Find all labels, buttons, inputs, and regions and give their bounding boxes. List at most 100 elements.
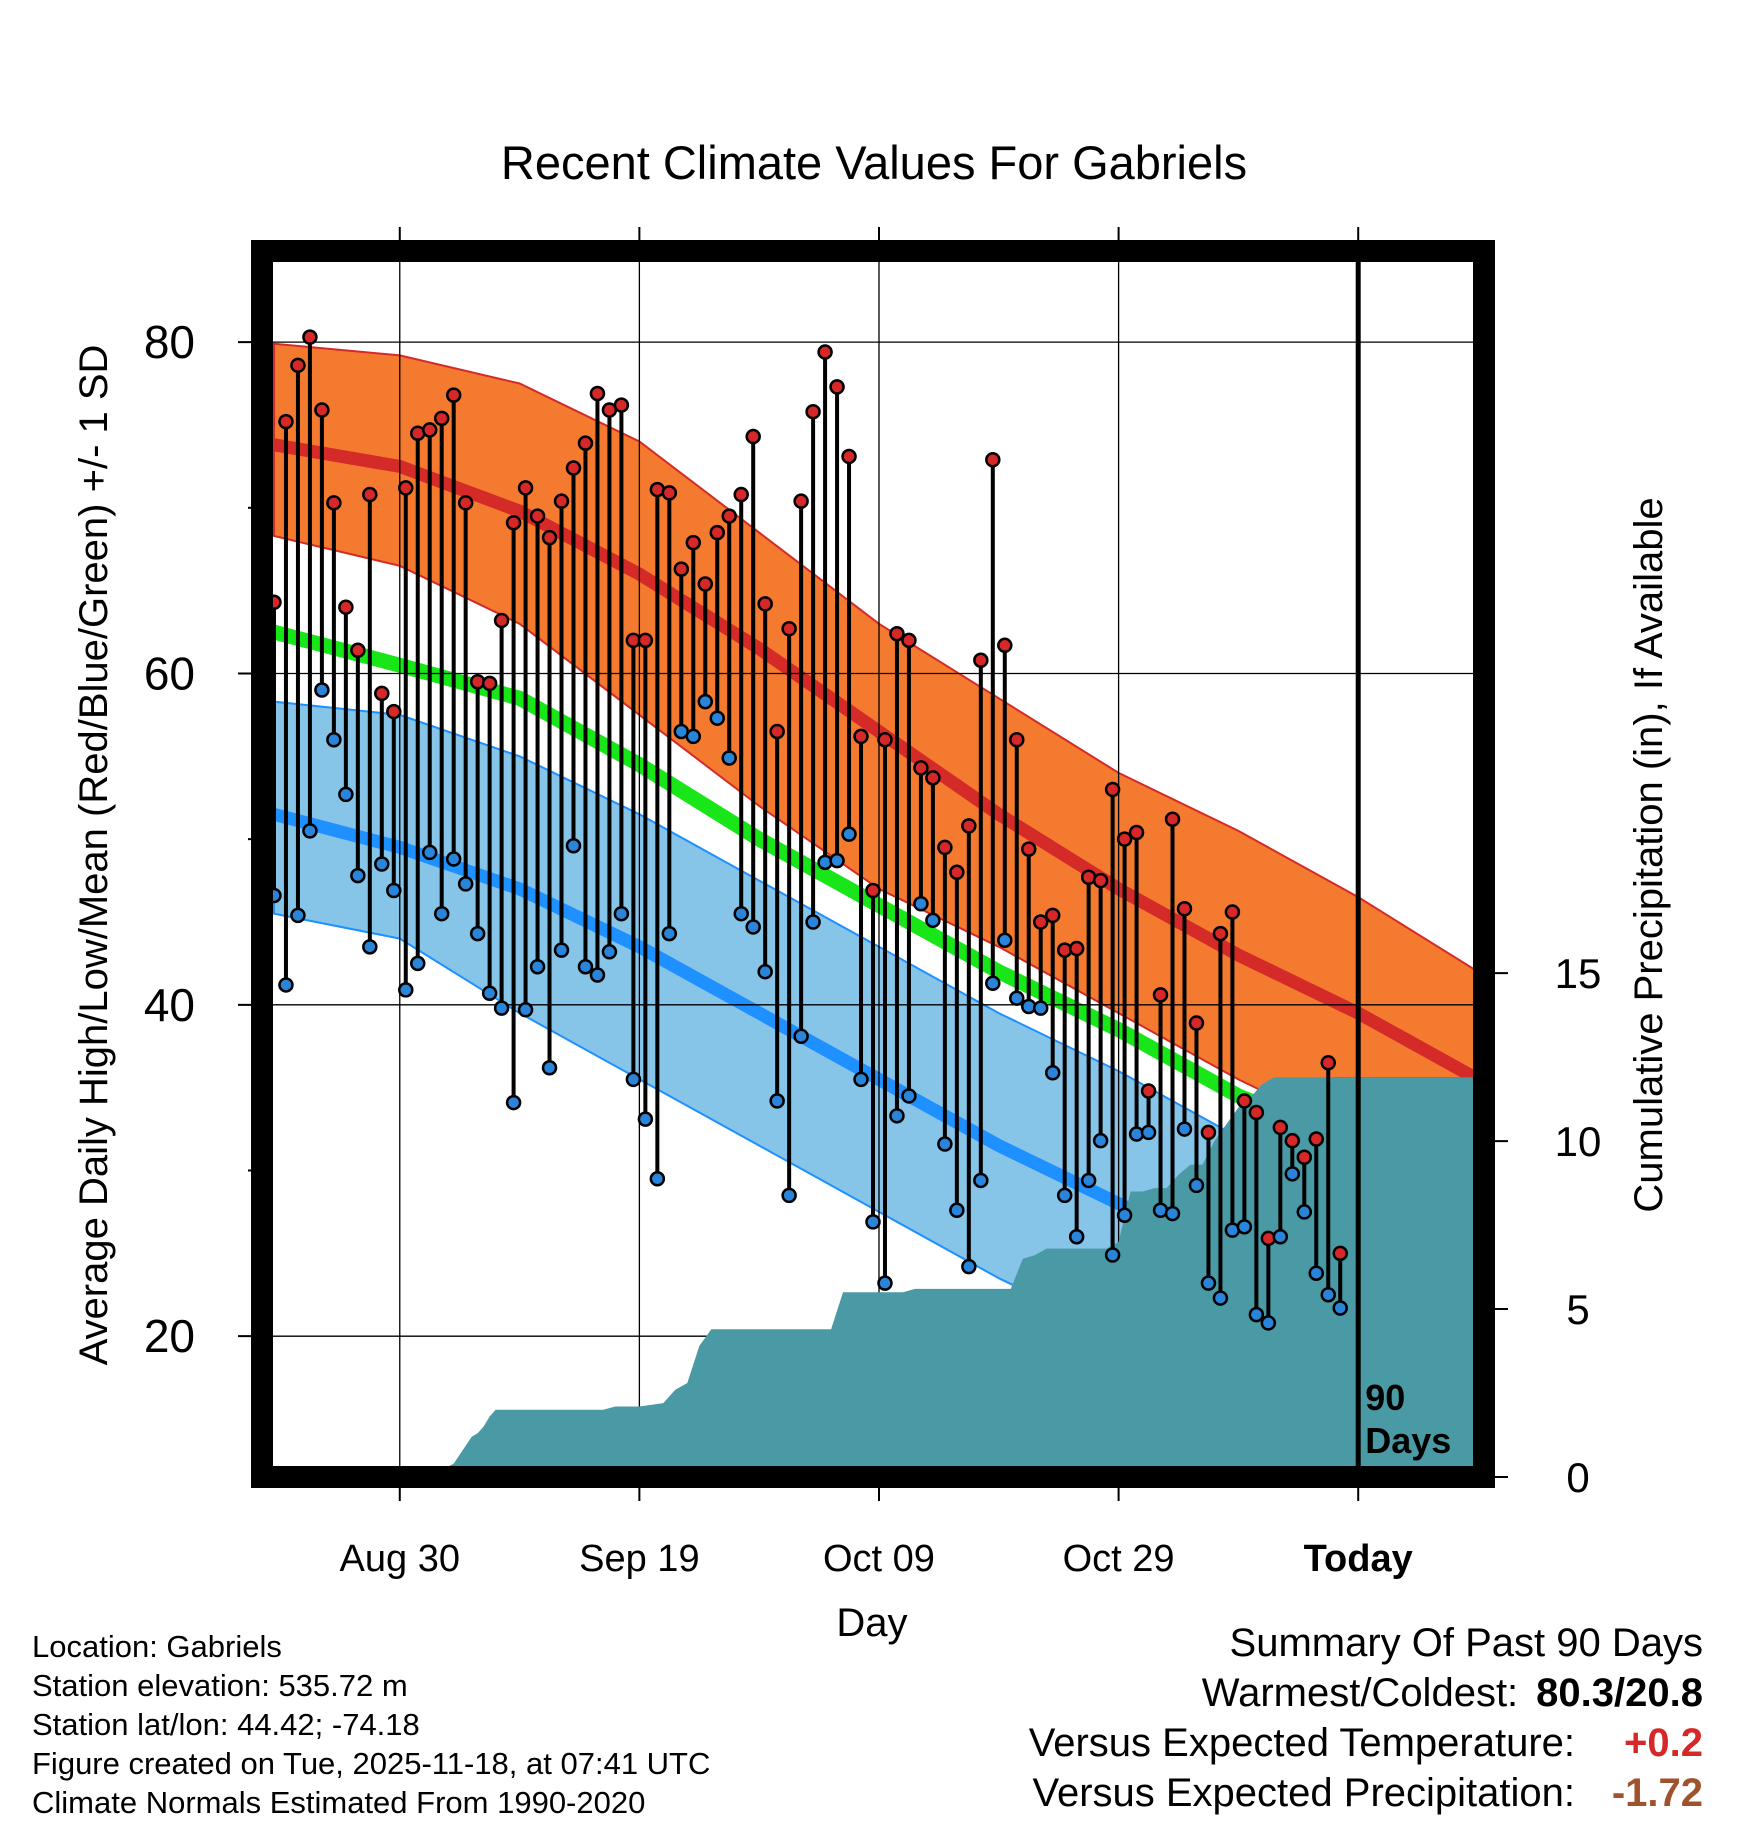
daily-low-point — [421, 844, 438, 861]
x-tick-label: Sep 19 — [579, 1538, 699, 1580]
daily-low-point — [565, 838, 582, 854]
daily-low-point — [314, 682, 330, 698]
daily-low-point — [793, 1028, 809, 1045]
daily-low-point — [1236, 1219, 1253, 1235]
daily-high-point — [589, 385, 606, 402]
daily-low-point — [1248, 1306, 1265, 1323]
daily-low-point — [529, 958, 546, 975]
chart-title: Recent Climate Values For Gabriels — [501, 136, 1247, 189]
daily-high-point — [1104, 781, 1121, 798]
daily-low-point — [1176, 1121, 1193, 1137]
daily-high-point — [889, 625, 905, 642]
daily-low-point — [721, 750, 737, 766]
daily-low-point — [278, 977, 294, 993]
daily-high-point — [421, 422, 438, 438]
daily-low-point — [290, 907, 306, 924]
x-tick-label: Aug 30 — [340, 1538, 460, 1580]
x-tick-label: Today — [1304, 1538, 1413, 1580]
daily-high-point — [1200, 1124, 1217, 1141]
daily-low-point — [685, 728, 702, 745]
daily-high-point — [1212, 925, 1229, 942]
daily-low-point — [613, 905, 630, 922]
latlon-text: Station lat/lon: 44.42; -74.18 — [32, 1707, 420, 1742]
daily-low-point — [1116, 1207, 1133, 1223]
daily-low-point — [937, 1136, 953, 1152]
daily-high-point — [745, 428, 761, 445]
daily-low-point — [577, 958, 594, 975]
created-text: Figure created on Tue, 2025-11-18, at 07… — [32, 1746, 711, 1781]
daily-high-point — [661, 485, 678, 501]
daily-high-point — [577, 435, 594, 451]
elevation-text: Station elevation: 535.72 m — [32, 1668, 408, 1703]
daily-high-point — [338, 599, 354, 615]
daily-high-point — [901, 632, 917, 649]
daily-low-point — [1009, 990, 1025, 1006]
daily-high-point — [553, 493, 570, 509]
daily-high-point — [1020, 841, 1037, 857]
daily-high-point — [1224, 904, 1241, 920]
daily-high-point — [1068, 940, 1085, 957]
daily-high-point — [865, 882, 881, 899]
daily-low-point — [302, 823, 318, 839]
daily-high-point — [769, 723, 785, 740]
y-tick-label: 80 — [144, 316, 195, 368]
daily-low-point — [1320, 1287, 1337, 1303]
precip-value: -1.72 — [1611, 1771, 1703, 1815]
daily-low-point — [457, 876, 474, 892]
daily-low-point — [553, 942, 570, 958]
daily-high-point — [1176, 900, 1193, 917]
daily-high-point — [505, 514, 522, 531]
daily-high-point — [613, 397, 630, 413]
daily-high-point — [302, 329, 318, 345]
daily-high-point — [697, 576, 714, 592]
daily-low-point — [781, 1187, 797, 1204]
daily-high-point — [433, 410, 450, 427]
daily-high-point — [793, 493, 809, 509]
daily-high-point — [673, 561, 690, 577]
y2-tick-label: 5 — [1566, 1286, 1589, 1333]
daily-low-point — [925, 912, 941, 929]
daily-high-point — [733, 486, 749, 503]
daily-high-point — [1296, 1149, 1313, 1165]
summary-title: Summary Of Past 90 Days — [1229, 1621, 1703, 1665]
daily-low-point — [362, 939, 378, 955]
y-tick-label: 40 — [144, 979, 195, 1031]
daily-high-point — [374, 685, 390, 702]
daily-low-point — [1044, 1065, 1061, 1081]
daily-low-point — [661, 925, 678, 942]
daily-high-point — [709, 524, 726, 541]
temp-label: Versus Expected Temperature: — [1028, 1721, 1575, 1765]
daily-low-point — [326, 731, 342, 748]
daily-low-point — [517, 1002, 534, 1018]
daily-high-point — [1032, 914, 1049, 930]
daily-low-point — [901, 1088, 917, 1104]
y-axis-label: Average Daily High/Low/Mean (Red/Blue/Gr… — [72, 345, 116, 1366]
daily-high-point — [757, 596, 773, 612]
location-text: Location: Gabriels — [32, 1629, 282, 1664]
daily-low-point — [637, 1111, 654, 1127]
daily-low-point — [997, 932, 1013, 948]
daily-low-point — [505, 1094, 522, 1111]
precip-label: Versus Expected Precipitation: — [1032, 1771, 1575, 1815]
daily-low-point — [493, 1000, 510, 1016]
daily-high-point — [445, 387, 462, 403]
daily-high-point — [290, 357, 306, 374]
daily-low-point — [541, 1060, 558, 1076]
daily-high-point — [937, 839, 953, 856]
daily-high-point — [1320, 1055, 1337, 1071]
x-tick-label: Oct 09 — [823, 1538, 935, 1580]
daily-low-point — [829, 852, 845, 869]
daily-high-point — [1128, 824, 1145, 841]
daily-low-point — [757, 963, 773, 980]
summary-warmest-row: Warmest/Coldest: 80.3/20.8 — [1029, 1668, 1703, 1718]
daily-low-point — [1284, 1166, 1301, 1182]
daily-low-point — [961, 1258, 977, 1275]
normals-text: Climate Normals Estimated From 1990-2020 — [32, 1785, 646, 1820]
daily-low-point — [338, 786, 354, 803]
daily-high-point — [314, 402, 330, 418]
station-info: Location: Gabriels Station elevation: 53… — [32, 1627, 710, 1822]
daily-low-point — [601, 944, 618, 960]
daily-low-point — [949, 1202, 965, 1219]
daily-low-point — [709, 710, 726, 726]
